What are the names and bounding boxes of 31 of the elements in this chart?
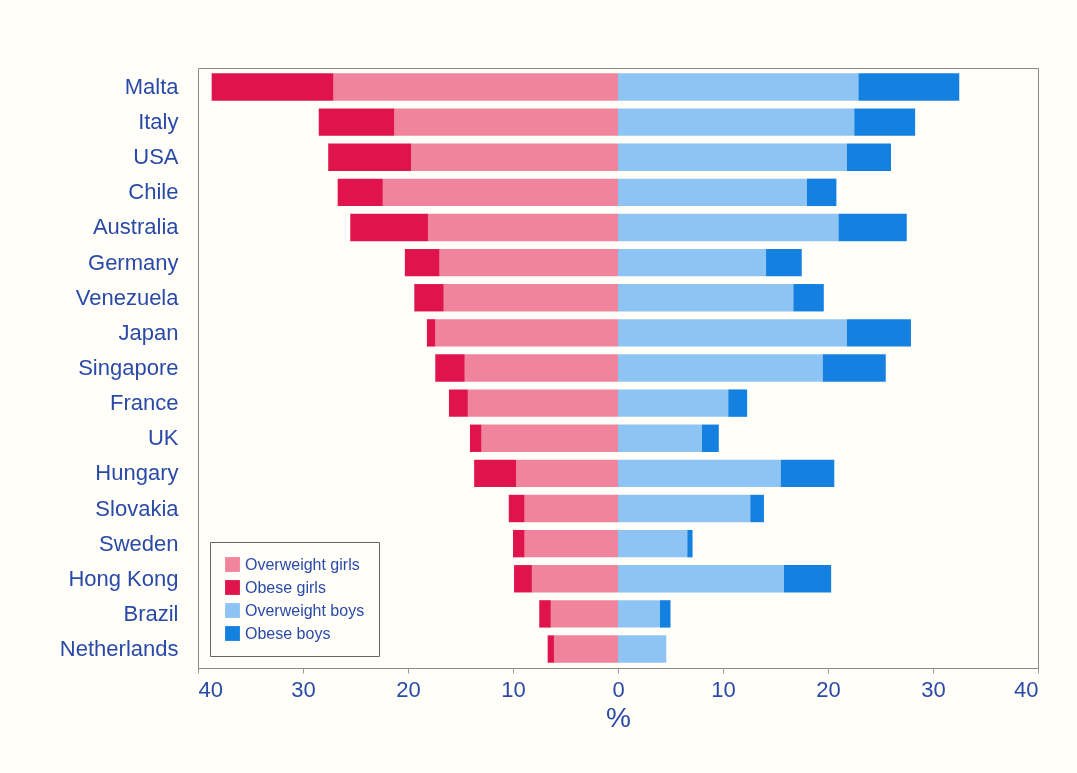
y-tick-label: Australia <box>92 214 180 240</box>
y-tick-label: Hong Kong <box>68 565 179 591</box>
y-tick-label: UK <box>147 425 179 451</box>
x-tick-label: 0 <box>612 676 625 702</box>
x-tick-label: 10 <box>501 676 526 702</box>
legend-label: Obese girls <box>245 578 326 596</box>
legend-label: Overweight girls <box>245 555 360 573</box>
y-tick-label: Italy <box>138 109 179 135</box>
y-tick-label: Sweden <box>98 530 179 556</box>
y-tick-label: Venezuela <box>75 284 180 310</box>
y-tick-label: Brazil <box>123 600 179 626</box>
y-tick-label: Hungary <box>95 460 179 486</box>
y-tick-label: Malta <box>124 73 180 99</box>
y-tick-label: France <box>110 390 179 416</box>
y-tick-label: Japan <box>118 319 179 345</box>
y-tick-label: Germany <box>88 249 179 275</box>
legend-label: Overweight boys <box>245 601 365 619</box>
x-tick-label: 30 <box>291 676 316 702</box>
y-tick-label: USA <box>133 144 179 170</box>
x-tick-label: 30 <box>921 676 946 702</box>
y-tick-label: Singapore <box>78 355 179 380</box>
y-tick-label: Netherlands <box>59 636 179 662</box>
y-tick-label: Slovakia <box>95 495 180 521</box>
x-tick-label: 40 <box>1014 676 1039 702</box>
legend-label: Obese boys <box>245 624 331 642</box>
y-tick-label: Chile <box>128 179 179 205</box>
x-tick-label: 20 <box>396 676 421 702</box>
x-tick-label: 20 <box>816 676 841 702</box>
x-tick-label: 10 <box>711 676 736 702</box>
x-tick-label: 40 <box>198 676 223 702</box>
x-axis-title: % <box>606 701 631 733</box>
